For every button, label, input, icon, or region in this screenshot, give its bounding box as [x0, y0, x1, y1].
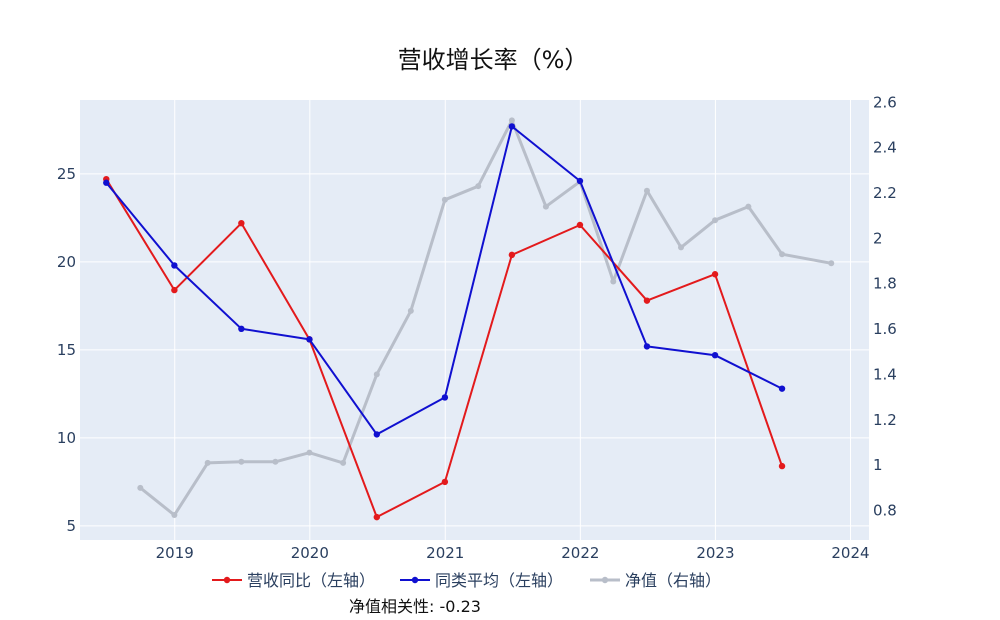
data-point — [779, 251, 786, 258]
data-point — [508, 251, 516, 259]
data-point — [373, 513, 381, 521]
x-tick-label: 2022 — [561, 544, 599, 562]
data-point — [508, 123, 516, 130]
legend-item[interactable]: 净值（右轴） — [590, 571, 721, 590]
data-point — [306, 336, 313, 343]
legend-item[interactable]: 营收同比（左轴） — [212, 571, 375, 590]
series-1 — [103, 123, 786, 438]
legend-swatch-marker — [411, 576, 419, 584]
plot-background — [80, 100, 869, 540]
y-right-tick-label: 1.6 — [873, 320, 897, 338]
legend-swatch-marker — [223, 576, 231, 584]
data-point — [441, 394, 449, 401]
data-point — [508, 117, 515, 124]
data-point — [576, 177, 584, 185]
data-point — [306, 449, 313, 456]
series-2 — [137, 117, 835, 519]
y-left-tick-label: 20 — [57, 253, 76, 271]
data-point — [137, 484, 144, 491]
data-point — [643, 187, 650, 194]
data-point — [576, 221, 584, 229]
data-point — [171, 512, 178, 519]
data-point — [441, 196, 448, 203]
data-point — [475, 183, 482, 190]
data-point — [711, 271, 719, 278]
data-point — [745, 203, 752, 210]
y-left-tick-label: 25 — [57, 165, 76, 183]
x-tick-label: 2020 — [291, 544, 329, 562]
y-right-tick-label: 2.4 — [873, 139, 897, 157]
y-right-tick-label: 2.2 — [873, 184, 897, 202]
y-right-tick-label: 1.2 — [873, 411, 897, 429]
legend-item[interactable]: 同类平均（左轴） — [400, 571, 563, 590]
data-point — [373, 371, 380, 378]
axis-tick-labels: 2019 2020 2021 2022 2023 2024 5 10 15 20 25 0.8 1 1.2… — [57, 93, 897, 562]
y-left-tick-label: 15 — [57, 341, 76, 359]
grid-lines — [80, 100, 869, 540]
data-point — [828, 260, 835, 267]
y-right-tick-label: 0.8 — [873, 502, 897, 520]
data-point — [778, 462, 786, 470]
data-point — [373, 431, 381, 438]
y-right-tick-label: 1.8 — [873, 275, 897, 293]
x-tick-label: 2019 — [156, 544, 194, 562]
data-point — [712, 217, 719, 224]
y-right-tick-label: 1 — [873, 456, 883, 474]
y-right-tick-label: 1.4 — [873, 365, 897, 383]
data-point — [340, 459, 347, 466]
x-tick-label: 2023 — [696, 544, 734, 562]
data-point — [272, 458, 279, 465]
legend-swatch-marker — [601, 576, 609, 584]
y-left-tick-label: 10 — [57, 429, 76, 447]
legend-label: 净值（右轴） — [625, 571, 721, 590]
correlation-annotation: 净值相关性: -0.23 — [349, 597, 481, 616]
y-right-tick-label: 2 — [873, 229, 883, 247]
legend-label: 营收同比（左轴） — [247, 571, 375, 590]
data-point — [678, 244, 685, 251]
data-point — [610, 278, 617, 285]
data-point — [103, 179, 110, 186]
legend: 营收同比（左轴） 同类平均（左轴） 净值（右轴） — [212, 571, 721, 590]
data-point — [542, 203, 549, 210]
data-point — [238, 220, 245, 227]
series-layer — [103, 117, 835, 521]
data-point — [778, 385, 786, 392]
data-point — [238, 458, 245, 465]
y-left-tick-label: 5 — [66, 517, 76, 535]
x-tick-label: 2021 — [426, 544, 464, 562]
data-point — [204, 459, 211, 466]
chart-title: 营收增长率（%） — [398, 46, 589, 74]
data-point — [407, 307, 414, 314]
data-point — [643, 297, 651, 304]
y-right-tick-label: 2.6 — [873, 93, 897, 111]
data-point — [171, 262, 178, 269]
legend-label: 同类平均（左轴） — [435, 571, 563, 590]
data-point — [441, 478, 449, 486]
data-point — [171, 286, 178, 294]
data-point — [711, 352, 719, 359]
data-point — [238, 325, 245, 332]
x-tick-label: 2024 — [831, 544, 869, 562]
data-point — [643, 343, 651, 350]
